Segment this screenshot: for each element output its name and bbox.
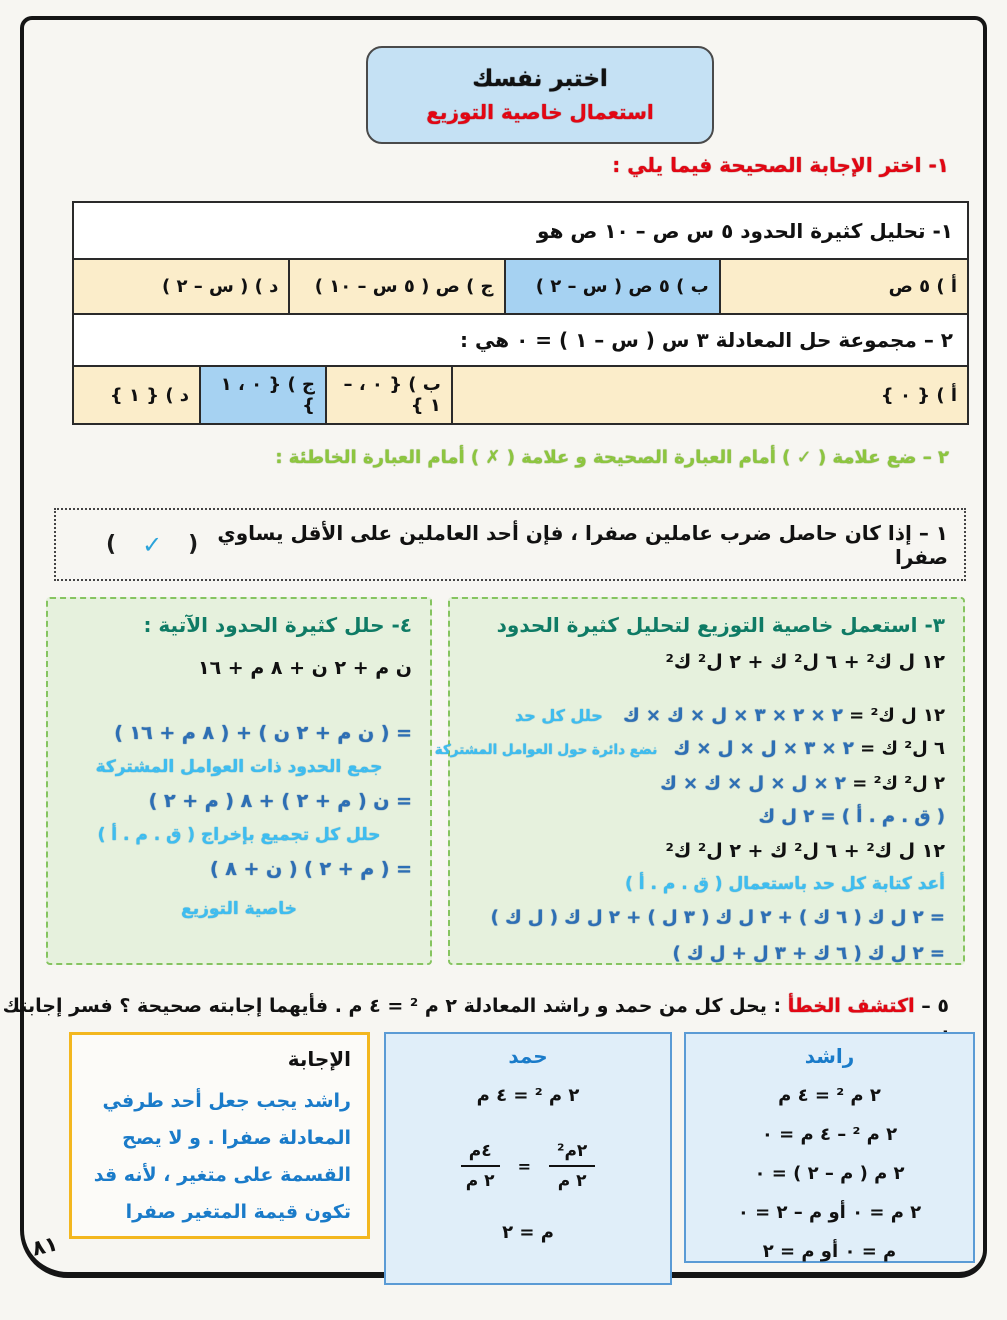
q4-note-2: حلل كل تجميع بإخراج ( ق . م . أ ) bbox=[97, 825, 381, 845]
answer-title: الإجابة bbox=[287, 1047, 351, 1071]
q3-step-3-lhs: ٢ ل² ك² = bbox=[852, 773, 945, 794]
q3-box: ٣- استعمل خاصية التوزيع لتحليل كثيرة الح… bbox=[435, 597, 965, 965]
option-2b: ب ) { ٠ ، –١ } bbox=[324, 367, 451, 423]
q4-note-1: جمع الحدود ذات العوامل المشتركة bbox=[95, 757, 383, 777]
checkmark-icon: ✓ bbox=[142, 530, 163, 559]
q3-result-line: = ٢ ل ك ( ٦ ك + ٣ ل + ل ك ) bbox=[672, 943, 945, 964]
equals-sign: = bbox=[517, 1156, 531, 1176]
q3-step-1-rhs: ٢ × ٢ × ٣ × ل × ك × ك bbox=[623, 705, 843, 726]
mcq-question-2: ٢ – مجموعة حل المعادلة ٣ س ( س – ١ ) = ٠… bbox=[74, 315, 967, 367]
q4-title: ٤- حلل كثيرة الحدود الآتية : bbox=[143, 613, 412, 637]
header-box: اختبر نفسك استعمال خاصية التوزيع bbox=[366, 46, 714, 144]
option-1b-highlighted: ب ) ٥ ص ( س – ٢ ) bbox=[503, 260, 719, 313]
q1-heading: ١- اختر الإجابة الصحيحة فيما يلي : bbox=[612, 153, 949, 177]
option-1c: ج ) ص ( ٥ س – ١٠ ) bbox=[288, 260, 504, 313]
q4-polynomial: ن م + ٢ ن + ٨ م + ١٦ bbox=[197, 657, 412, 679]
rashid-line-5: م = ٠ أو م = ٢ bbox=[762, 1241, 897, 1262]
fraction-left-numerator: ٤م bbox=[460, 1141, 500, 1167]
q5-number: ٥ – bbox=[921, 995, 949, 1017]
hamad-fraction-equation: ٢م² ٢ م = ٤م ٢ م bbox=[394, 1141, 662, 1191]
q4-step-2: = ن ( م + ٢ ) + ٨ ( م + ٢ ) bbox=[148, 790, 412, 812]
hamad-result: م = ٢ bbox=[502, 1222, 554, 1243]
q4-step-1: = ( ن م + ٢ ن ) + ( ٨ م + ١٦ ) bbox=[114, 722, 412, 744]
q3-gcf-line: ( ق . م . أ ) = ٢ ل ك bbox=[758, 806, 945, 827]
q2-heading: ٢ – ضع علامة ( ✓ ) أمام العبارة الصحيحة … bbox=[275, 447, 949, 468]
q3-step-1-lhs: ١٢ ل ك² = bbox=[849, 705, 945, 726]
mcq-options-1: أ ) ٥ ص ب ) ٥ ص ( س – ٢ ) ج ) ص ( ٥ س – … bbox=[74, 260, 967, 315]
option-2c-highlighted: ج ) { ٠ ، ١ } bbox=[199, 367, 325, 423]
hamad-solution-box: حمد ٢ م ² = ٤ م ٢م² ٢ م = ٤م ٢ م م = ٢ bbox=[384, 1032, 672, 1285]
q3-step-1-note: حلل كل حد bbox=[514, 706, 603, 725]
q3-step-3: ٢ ل² ك² = ٢ × ل × ل × ك × ك bbox=[468, 767, 945, 800]
q5-text: : يحل كل من حمد و راشد المعادلة ٢ م ² = … bbox=[2, 995, 949, 1039]
q5-label: اكتشف الخطأ bbox=[787, 995, 915, 1017]
mcq-options-2: أ ) { ٠ } ب ) { ٠ ، –١ } ج ) { ٠ ، ١ } د… bbox=[74, 367, 967, 423]
q3-polynomial: ١٢ ل ك² + ٦ ل² ك + ٢ ل² ك² bbox=[665, 651, 945, 673]
answer-mark: ( ✓ ) bbox=[106, 531, 198, 559]
rashid-solution-box: راشد ٢ م ² = ٤ م ٢ م ² – ٤ م = ٠ ٢ م ( م… bbox=[684, 1032, 975, 1263]
rashid-line-3: ٢ م ( م – ٢ ) = ٠ bbox=[754, 1163, 905, 1184]
fraction-left-denominator: ٢ م bbox=[465, 1171, 495, 1191]
page-subtitle: استعمال خاصية التوزيع bbox=[426, 100, 654, 124]
mcq-table: ١- تحليل كثيرة الحدود ٥ س ص – ١٠ ص هو أ … bbox=[72, 201, 969, 425]
true-false-statement-box: ١ – إذا كان حاصل ضرب عاملين صفرا ، فإن أ… bbox=[54, 508, 966, 581]
q3-step-2: ٦ ل² ك = ٢ × ٣ × ل × ل × ك نضع دائرة حول… bbox=[435, 732, 945, 767]
q5-heading: ٥ – اكتشف الخطأ : يحل كل من حمد و راشد ا… bbox=[0, 995, 949, 1039]
fraction-right-numerator: ٢م² bbox=[548, 1141, 596, 1167]
fraction-left: ٤م ٢ م bbox=[460, 1141, 500, 1191]
page-title: اختبر نفسك bbox=[472, 66, 608, 92]
option-1d: د ) ( س – ٢ ) bbox=[74, 260, 289, 313]
answer-text: راشد يجب جعل أحد طرفي المعادلة صفرا . و … bbox=[93, 1090, 351, 1224]
paren-open: ( bbox=[106, 532, 117, 557]
rashid-name: راشد bbox=[804, 1044, 855, 1068]
q3-step-1: ١٢ ل ك² = ٢ × ٢ × ٣ × ل × ك × ك حلل كل ح… bbox=[468, 699, 945, 732]
hamad-line-1: ٢ م ² = ٤ م bbox=[476, 1085, 580, 1106]
option-2d: د ) { ١ } bbox=[74, 367, 200, 423]
answer-box: الإجابة راشد يجب جعل أحد طرفي المعادلة ص… bbox=[69, 1032, 370, 1239]
rashid-line-4: ٢ م = ٠ أو م – ٢ = ٠ bbox=[737, 1202, 922, 1223]
statement-text: ١ – إذا كان حاصل ضرب عاملين صفرا ، فإن أ… bbox=[217, 520, 948, 569]
q3-polynomial-repeat: ١٢ ل ك² + ٦ ل² ك + ٢ ل² ك² bbox=[665, 840, 945, 862]
hamad-name: حمد bbox=[508, 1044, 548, 1068]
option-1a: أ ) ٥ ص bbox=[718, 260, 967, 313]
option-2a: أ ) { ٠ } bbox=[450, 367, 967, 423]
q3-step-3-rhs: ٢ × ل × ل × ك × ك bbox=[660, 773, 846, 794]
q3-step-2-rhs: ٢ × ٣ × ل × ل × ك bbox=[673, 738, 854, 759]
q3-expansion-line: = ٢ ل ك ( ٦ ك ) + ٢ ل ك ( ٣ ل ) + ٢ ل ك … bbox=[490, 907, 945, 928]
page-number: ٨١ bbox=[29, 1231, 61, 1261]
q3-rewrite-note: أعد كتابة كل حد باستعمال ( ق . م . أ ) bbox=[625, 874, 945, 894]
fraction-right-denominator: ٢ م bbox=[557, 1171, 587, 1191]
q3-title: ٣- استعمل خاصية التوزيع لتحليل كثيرة الح… bbox=[496, 613, 945, 637]
mcq-question-1: ١- تحليل كثيرة الحدود ٥ س ص – ١٠ ص هو bbox=[74, 203, 967, 260]
q3-step-2-lhs: ٦ ل² ك = bbox=[860, 738, 945, 759]
paren-close: ) bbox=[188, 532, 199, 557]
fraction-right: ٢م² ٢ م bbox=[548, 1141, 596, 1191]
rashid-line-2: ٢ م ² – ٤ م = ٠ bbox=[761, 1124, 898, 1145]
q3-step-2-note: نضع دائرة حول العوامل المشتركة bbox=[434, 742, 658, 758]
q4-note-3: خاصية التوزيع bbox=[181, 899, 297, 919]
q4-box: ٤- حلل كثيرة الحدود الآتية : ن م + ٢ ن +… bbox=[46, 597, 432, 965]
q4-step-3: = ( م + ٢ ) ( ن + ٨ ) bbox=[209, 858, 412, 880]
rashid-line-1: ٢ م ² = ٤ م bbox=[778, 1085, 881, 1106]
